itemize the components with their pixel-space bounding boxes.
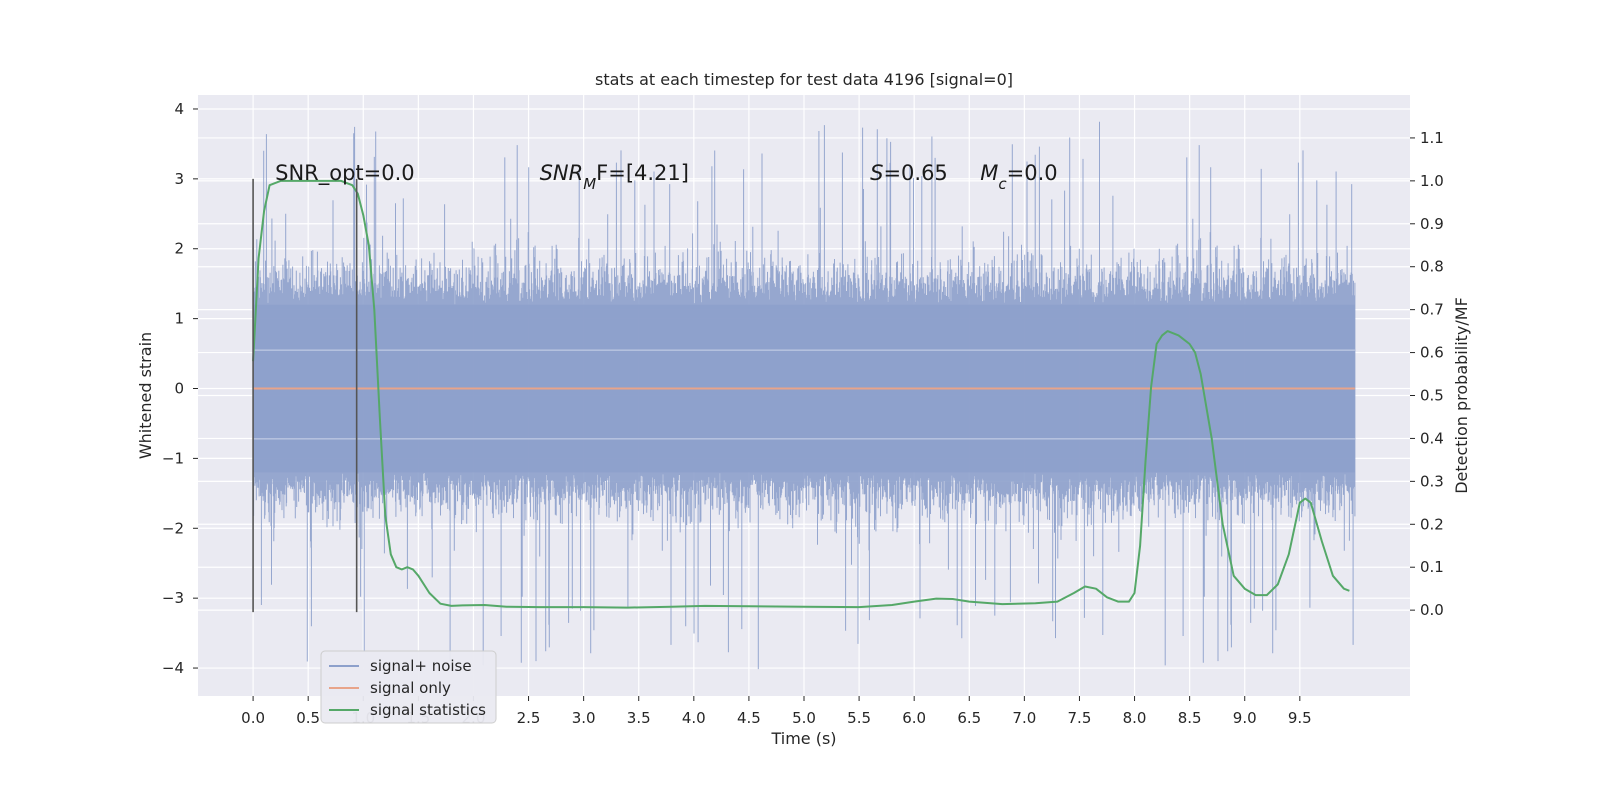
y-tick-label: −2: [162, 519, 184, 537]
y2-tick-label: 0.7: [1420, 301, 1444, 319]
y2-tick-label: 0.8: [1420, 258, 1444, 276]
x-tick-label: 0.0: [241, 709, 265, 727]
annotation-text: Mc=0.0: [980, 161, 1057, 193]
x-tick-label: 5.0: [792, 709, 816, 727]
y2-tick-label: 0.6: [1420, 344, 1444, 362]
y-tick-label: −1: [162, 449, 184, 467]
x-axis-label: Time (s): [770, 729, 836, 748]
x-tick-label: 9.5: [1288, 709, 1312, 727]
legend-box: [320, 650, 497, 724]
annotation-text: SNR_opt=0.0: [275, 161, 415, 186]
y-tick-label: 4: [174, 100, 184, 118]
x-tick-label: 6.0: [902, 709, 926, 727]
annotation-text: SNRMF=[4.21]: [540, 161, 689, 193]
y-axis-label: Whitened strain: [136, 332, 155, 459]
x-tick-label: 8.5: [1178, 709, 1202, 727]
y2-tick-label: 0.0: [1420, 601, 1444, 619]
x-tick-label: 2.5: [517, 709, 541, 727]
y2-tick-label: 0.1: [1420, 558, 1444, 576]
annotations: SNR_opt=0.0 SNRMF=[4.21] S=0.65 Mc=0.0: [275, 161, 1058, 193]
vertical-markers: [252, 178, 358, 613]
y2-tick-label: 1.0: [1420, 172, 1444, 190]
x-tick-label: 9.0: [1233, 709, 1257, 727]
y2-tick-label: 0.4: [1420, 429, 1444, 447]
y2-tick-label: 0.9: [1420, 215, 1444, 233]
y2-axis-label: Detection probability/MF: [1452, 297, 1471, 494]
series-signal-statistics: [252, 179, 1350, 609]
x-tick-label: 6.5: [957, 709, 981, 727]
chart-title: stats at each timestep for test data 419…: [595, 70, 1013, 89]
x-tick-label: 7.0: [1012, 709, 1036, 727]
y2-tick-label: 0.3: [1420, 472, 1444, 490]
legend-label: signal only: [370, 679, 451, 697]
x-tick-label: 3.5: [627, 709, 651, 727]
annotation-text: S=0.65: [870, 161, 948, 185]
x-tick-label: 4.0: [682, 709, 706, 727]
y-tick-label: 2: [174, 240, 184, 258]
legend: signal+ noise signal only signal statistic…: [320, 650, 497, 724]
legend-label: signal statistics: [370, 701, 486, 719]
y-tick-label: −4: [162, 659, 184, 677]
y-tick-label: 1: [174, 310, 184, 328]
x-tick-label: 7.5: [1068, 709, 1092, 727]
series-lines: [252, 179, 1355, 609]
x-tick-label: 0.5: [296, 709, 320, 727]
y2-tick-label: 1.1: [1420, 129, 1444, 147]
y-tick-label: 0: [174, 380, 184, 398]
x-tick-label: 4.5: [737, 709, 761, 727]
x-tick-label: 3.0: [572, 709, 596, 727]
axis-ticks: 0.00.51.01.52.02.53.03.54.04.55.05.56.06…: [162, 100, 1444, 727]
x-tick-label: 5.5: [847, 709, 871, 727]
y2-tick-label: 0.5: [1420, 387, 1444, 405]
x-tick-label: 8.0: [1123, 709, 1147, 727]
y2-tick-label: 0.2: [1420, 515, 1444, 533]
y-tick-label: −3: [162, 589, 184, 607]
legend-label: signal+ noise: [370, 657, 472, 675]
y-tick-label: 3: [174, 170, 184, 188]
